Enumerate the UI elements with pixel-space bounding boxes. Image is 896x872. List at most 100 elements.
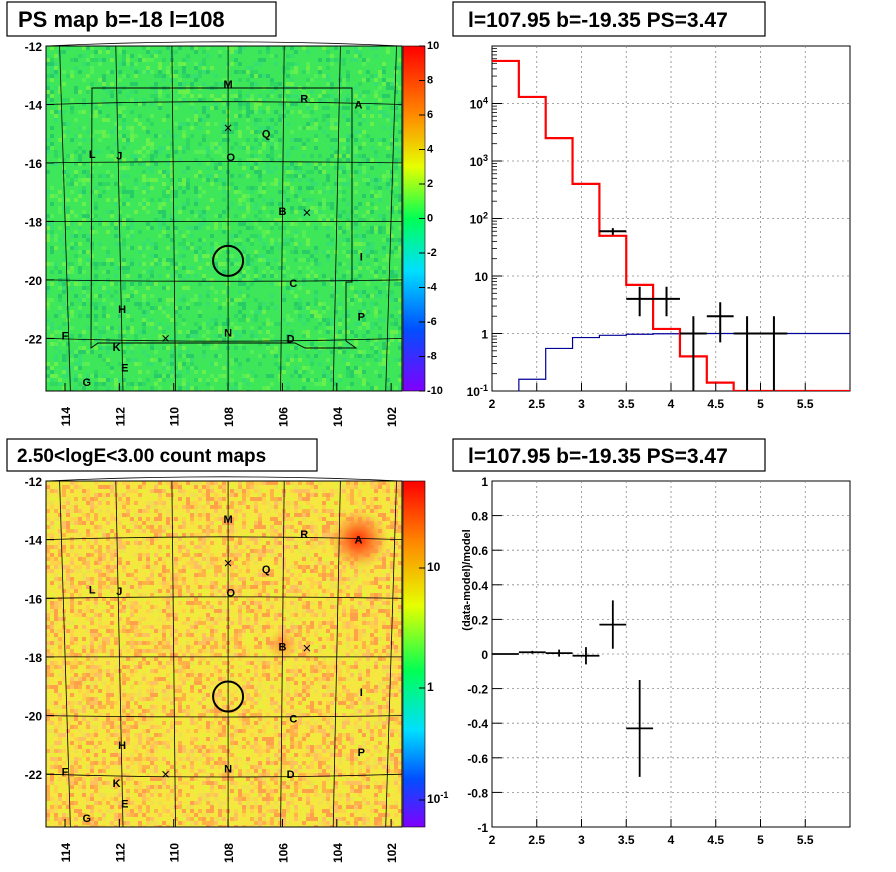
- count-map-pixel: [54, 525, 58, 529]
- ps-map-pixel: [310, 262, 314, 266]
- ps-map-pixel: [290, 238, 294, 242]
- ps-map-pixel: [166, 262, 170, 266]
- ps-map-pixel: [202, 238, 206, 242]
- ps-map-pixel: [122, 346, 126, 350]
- ps-map-pixel: [182, 354, 186, 358]
- ps-map-pixel: [398, 362, 402, 366]
- count-map-pixel: [66, 513, 70, 517]
- count-map-pixel: [206, 501, 210, 505]
- count-map-pixel: [330, 605, 334, 609]
- ps-map-pixel: [114, 122, 118, 126]
- ps-map-pixel: [110, 58, 114, 62]
- count-map-pixel: [266, 529, 270, 533]
- count-map-pixel: [314, 525, 318, 529]
- count-map-pixel: [118, 605, 122, 609]
- count-map-pixel: [90, 613, 94, 617]
- count-map-pixel: [250, 537, 254, 541]
- ps-map-pixel: [242, 250, 246, 254]
- count-map-pixel: [166, 513, 170, 517]
- count-map-pixel: [218, 609, 222, 613]
- ps-map-pixel: [122, 334, 126, 338]
- ps-map-pixel: [166, 366, 170, 370]
- ps-map-pixel: [254, 266, 258, 270]
- count-map-pixel: [146, 505, 150, 509]
- ps-map-pixel: [202, 82, 206, 86]
- count-map-pixel: [46, 557, 50, 561]
- ps-map-pixel: [362, 314, 366, 318]
- ps-map-pixel: [382, 138, 386, 142]
- count-map-pixel: [322, 533, 326, 537]
- ps-map-pixel: [118, 334, 122, 338]
- ps-map-pixel: [362, 302, 366, 306]
- count-map-pixel: [198, 621, 202, 625]
- ps-map-pixel: [74, 58, 78, 62]
- ps-map-pixel: [210, 174, 214, 178]
- count-map-pixel: [142, 521, 146, 525]
- ps-map-pixel: [214, 226, 218, 230]
- count-map-pixel: [166, 609, 170, 613]
- ps-map-pixel: [58, 382, 62, 386]
- count-map-pixel: [298, 489, 302, 493]
- ps-map-pixel: [382, 78, 386, 82]
- count-map-pixel: [250, 625, 254, 629]
- count-map-pixel: [182, 541, 186, 545]
- count-map-pixel: [190, 565, 194, 569]
- count-map-pixel: [390, 561, 394, 565]
- count-map-pixel: [338, 569, 342, 573]
- ps-map-pixel: [362, 214, 366, 218]
- ps-map-pixel: [374, 74, 378, 78]
- ps-map-pixel: [182, 382, 186, 386]
- count-map-pixel: [90, 577, 94, 581]
- ps-map-pixel: [286, 154, 290, 158]
- ps-map-pixel: [238, 318, 242, 322]
- count-map-pixel: [150, 581, 154, 585]
- ps-map-pixel: [290, 102, 294, 106]
- ps-map-pixel: [330, 206, 334, 210]
- ps-map-pixel: [238, 90, 242, 94]
- ps-map-pixel: [70, 302, 74, 306]
- count-map-pixel: [46, 489, 50, 493]
- ps-map-pixel: [190, 234, 194, 238]
- count-map-pixel: [238, 593, 242, 597]
- ps-map-pixel: [274, 166, 278, 170]
- count-map-pixel: [310, 557, 314, 561]
- ps-map-pixel: [358, 54, 362, 58]
- ps-map-pixel: [134, 338, 138, 342]
- ps-map-pixel: [342, 178, 346, 182]
- ps-map-pixel: [394, 194, 398, 198]
- ps-map-pixel: [130, 194, 134, 198]
- ps-map-pixel: [70, 334, 74, 338]
- count-map-pixel: [390, 525, 394, 529]
- ps-map-pixel: [310, 154, 314, 158]
- ps-map-pixel: [302, 230, 306, 234]
- count-map-pixel: [118, 617, 122, 621]
- ps-map-pixel: [178, 370, 182, 374]
- ps-map-pixel: [290, 138, 294, 142]
- count-map-pixel: [134, 505, 138, 509]
- ps-map-pixel: [382, 366, 386, 370]
- count-map-pixel: [298, 565, 302, 569]
- ps-map-pixel: [266, 262, 270, 266]
- count-map-pixel: [62, 549, 66, 553]
- ps-map-pixel: [318, 322, 322, 326]
- ps-map-pixel: [234, 382, 238, 386]
- count-map-pixel: [82, 501, 86, 505]
- ps-map-pixel: [150, 306, 154, 310]
- ps-map-pixel: [74, 230, 78, 234]
- ps-map-pixel: [182, 94, 186, 98]
- ps-map-pixel: [314, 74, 318, 78]
- count-map-pixel: [246, 613, 250, 617]
- ps-map-pixel: [102, 78, 106, 82]
- count-map-pixel: [398, 517, 402, 521]
- ps-map-pixel: [306, 274, 310, 278]
- ps-map-source-label: E: [121, 363, 128, 375]
- ps-map-pixel: [94, 370, 98, 374]
- ps-map-pixel: [326, 330, 330, 334]
- count-map-pixel: [82, 513, 86, 517]
- ps-map-pixel: [162, 362, 166, 366]
- count-map-pixel: [126, 625, 130, 629]
- count-map-pixel: [390, 545, 394, 549]
- ps-map-pixel: [118, 266, 122, 270]
- ps-map-pixel: [150, 146, 154, 150]
- ps-map-pixel: [386, 154, 390, 158]
